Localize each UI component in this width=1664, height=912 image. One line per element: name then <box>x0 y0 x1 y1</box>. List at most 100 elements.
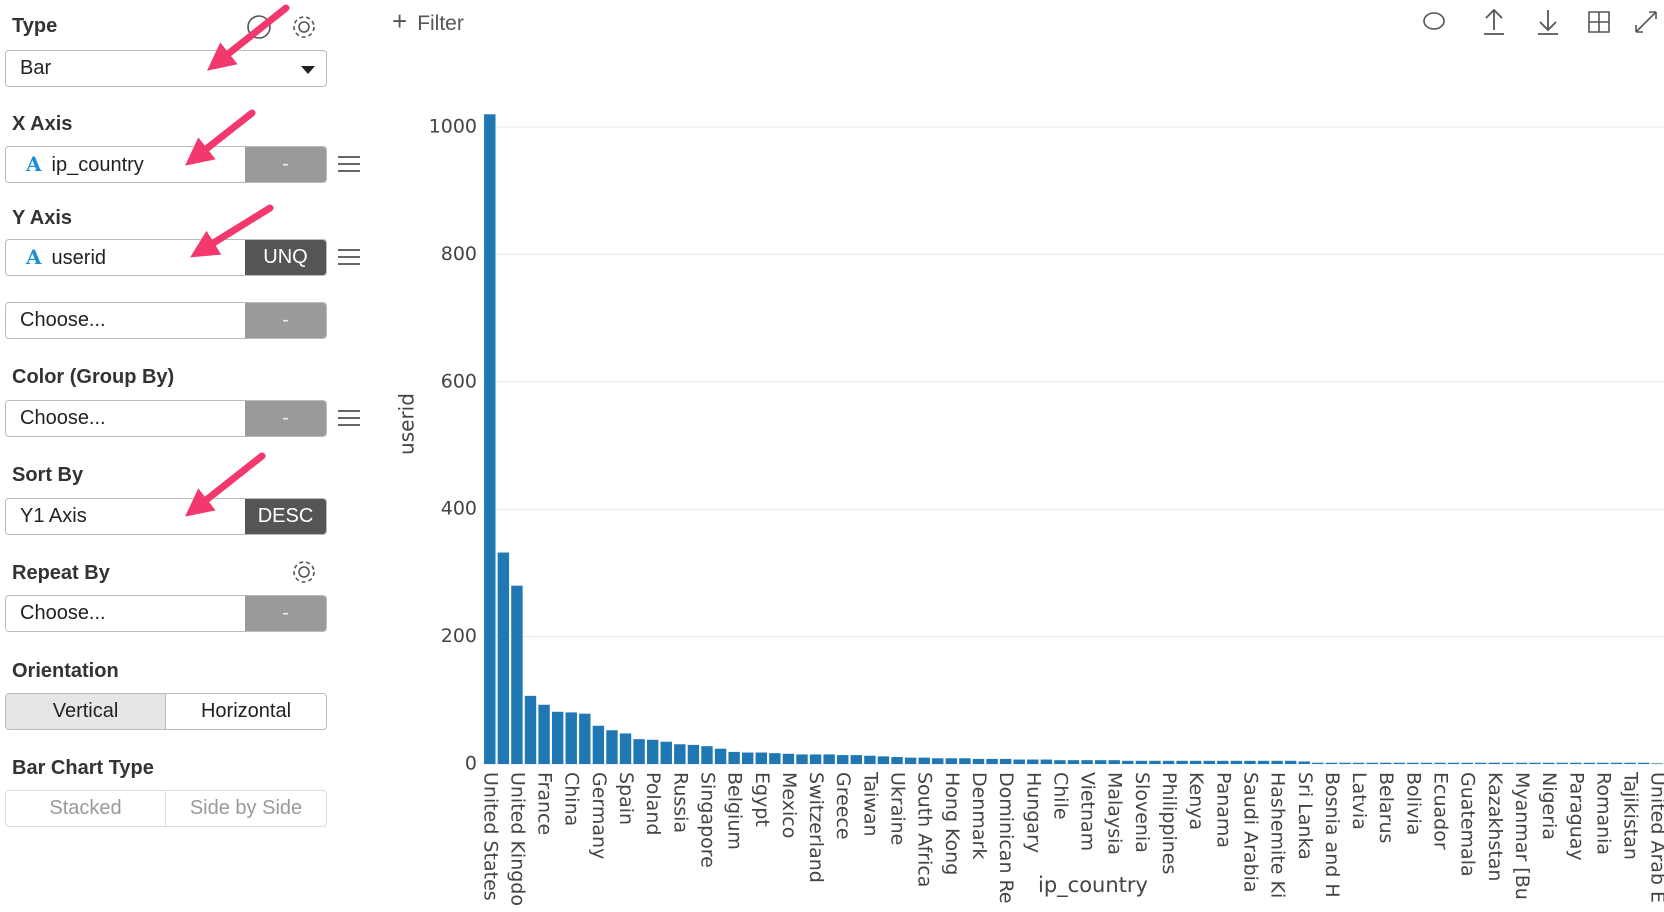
sort-order[interactable]: DESC <box>245 499 326 534</box>
filter-button[interactable]: + Filter <box>392 6 464 37</box>
bar <box>1284 760 1297 764</box>
settings-icon[interactable] <box>298 21 310 33</box>
repeat-field[interactable]: Choose... - <box>5 595 327 632</box>
bar <box>565 712 577 764</box>
x-tick-label: Vietnam <box>1077 772 1099 851</box>
x-tick-label: Dominican Re <box>995 772 1017 904</box>
bar <box>1515 762 1528 764</box>
x-tick-label: Tajikistan <box>1620 771 1642 860</box>
y-axis-title: userid <box>395 393 419 455</box>
bar <box>1013 759 1025 764</box>
bar <box>606 730 618 764</box>
bar <box>1366 762 1378 764</box>
type-icon: A <box>26 152 42 176</box>
color-field[interactable]: Choose... - <box>5 400 327 437</box>
x-tick-label: Slovenia <box>1131 772 1153 853</box>
type-icon: A <box>26 245 42 269</box>
x-tick-label: Kazakhstan <box>1484 772 1506 881</box>
upload-icon[interactable] <box>1484 8 1504 35</box>
bar <box>1488 762 1501 764</box>
x-tick-label: United Kingdo <box>506 772 528 906</box>
bar <box>782 753 795 764</box>
bar <box>1094 760 1107 764</box>
settings-icon[interactable] <box>290 558 320 588</box>
bar <box>864 755 876 764</box>
bar <box>1230 760 1243 764</box>
menu-icon[interactable] <box>338 405 360 431</box>
bar <box>1380 762 1392 764</box>
y-tick-label: 0 <box>465 753 477 775</box>
x-tick-label: Switzerland <box>805 772 827 883</box>
bar <box>904 757 917 764</box>
x-tick-label: Russia <box>669 772 691 833</box>
bar <box>1420 762 1433 764</box>
bar <box>837 755 849 764</box>
horizontal-option[interactable]: Horizontal <box>200 700 292 722</box>
vertical-option[interactable]: Vertical <box>6 694 166 729</box>
bar <box>1434 762 1446 764</box>
type-select[interactable]: Bar <box>5 50 327 87</box>
x-tick-label: Belgium <box>724 772 746 850</box>
bar <box>1298 761 1310 764</box>
table-icon[interactable] <box>1588 11 1610 33</box>
y-axis-2-field[interactable]: Choose... - <box>5 302 327 339</box>
download-icon[interactable] <box>1538 10 1558 35</box>
bar <box>1475 762 1487 764</box>
x-tick-label: Singapore <box>696 772 718 868</box>
y-axis-2-aggregate[interactable]: - <box>245 303 326 338</box>
bar <box>687 744 700 764</box>
x-tick-label: Malaysia <box>1104 772 1126 855</box>
menu-icon[interactable] <box>338 151 360 177</box>
stacked-option[interactable]: Stacked <box>6 791 166 826</box>
y-axis-value: userid <box>51 247 107 269</box>
help-icon[interactable] <box>247 15 271 39</box>
sort-field[interactable]: Y1 Axis DESC <box>5 498 327 535</box>
bar <box>877 756 890 764</box>
bar <box>1624 762 1636 764</box>
bar <box>497 552 510 764</box>
x-tick-label: Bosnia and H <box>1321 772 1343 898</box>
bar <box>1447 762 1460 764</box>
dropdown-caret <box>301 66 315 74</box>
x-tick-label: Guatemala <box>1457 772 1479 877</box>
x-tick-label: Bolivia <box>1402 772 1424 835</box>
orientation-label: Orientation <box>12 660 119 682</box>
y-axis-label: Y Axis <box>12 207 73 229</box>
x-tick-label: Romania <box>1592 772 1614 855</box>
bar <box>1149 760 1161 764</box>
bar <box>1570 762 1582 764</box>
sort-value: Y1 Axis <box>20 505 87 527</box>
repeat-aggregate[interactable]: - <box>245 596 326 631</box>
bar <box>1637 762 1650 764</box>
bar <box>714 748 727 764</box>
x-tick-label: Ukraine <box>887 772 909 845</box>
menu-icon[interactable] <box>338 244 360 270</box>
bar <box>1203 760 1215 764</box>
bar <box>891 756 903 764</box>
bar <box>1271 760 1283 764</box>
expand-icon[interactable] <box>1635 11 1657 33</box>
bar <box>1257 760 1270 764</box>
y-axis-aggregate[interactable]: UNQ <box>245 240 326 275</box>
bar <box>1312 762 1324 764</box>
bar <box>484 114 496 764</box>
bar <box>1502 762 1514 764</box>
x-tick-label: Latvia <box>1348 772 1370 830</box>
y-axis-2-value: Choose... <box>20 309 106 331</box>
y-tick-label: 200 <box>441 625 477 647</box>
side-by-side-option[interactable]: Side by Side <box>189 797 303 819</box>
bar <box>1067 760 1080 764</box>
bar <box>1040 759 1053 764</box>
filter-label: Filter <box>417 12 464 35</box>
comment-icon[interactable] <box>1423 12 1445 30</box>
bar <box>1339 762 1351 764</box>
bar <box>1189 760 1202 764</box>
color-aggregate[interactable]: - <box>245 401 326 436</box>
x-tick-label: Spain <box>615 772 637 825</box>
x-axis-aggregate[interactable]: - <box>245 147 326 182</box>
bar <box>1122 760 1134 764</box>
